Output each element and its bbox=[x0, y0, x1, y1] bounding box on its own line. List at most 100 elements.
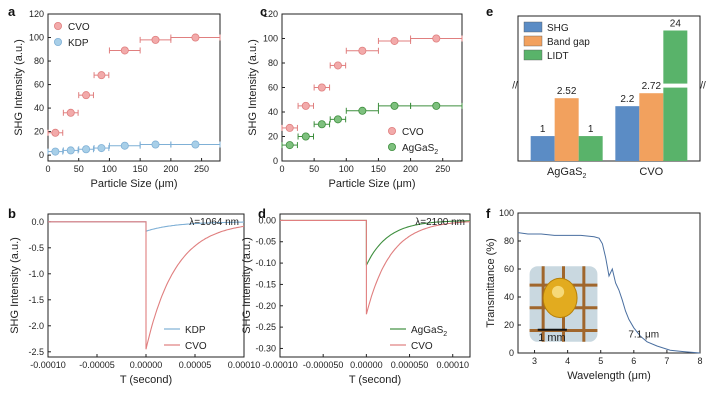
bar-break bbox=[662, 83, 689, 88]
panel-letter-f: f bbox=[486, 206, 491, 221]
transmittance-curve bbox=[517, 232, 701, 354]
data-point bbox=[66, 108, 75, 117]
data-point bbox=[285, 141, 294, 150]
data-point bbox=[432, 101, 441, 110]
data-point bbox=[317, 120, 326, 129]
panel-letter-e: e bbox=[486, 4, 493, 19]
data-point bbox=[317, 83, 326, 92]
bar bbox=[578, 136, 603, 161]
y-tick-label: -2.5 bbox=[28, 347, 44, 357]
y-tick-label: -0.30 bbox=[255, 343, 276, 353]
y-tick-label: -0.25 bbox=[255, 322, 276, 332]
x-tick-label: 0.00005 bbox=[179, 360, 212, 370]
legend-swatch bbox=[523, 35, 543, 47]
x-tick-label: 0.00010 bbox=[436, 360, 469, 370]
axis-break-mark: // bbox=[700, 81, 706, 92]
y-tick-label: 0.0 bbox=[31, 217, 44, 227]
y-tick-label: 20 bbox=[504, 320, 514, 330]
bar-data-label: 1 bbox=[540, 124, 546, 135]
x-tick-label: 0.000050 bbox=[391, 360, 429, 370]
x-tick-label: 5 bbox=[598, 356, 603, 366]
panel-letter-c: c bbox=[260, 4, 267, 19]
y-tick-label: -0.15 bbox=[255, 279, 276, 289]
panel-letter-d: d bbox=[258, 206, 266, 221]
y-tick-label: -0.10 bbox=[255, 258, 276, 268]
wavelength-annotation: λ=1064 nm bbox=[189, 217, 239, 228]
x-tick-label: -0.00010 bbox=[30, 360, 66, 370]
bar-data-label: 2.2 bbox=[620, 94, 634, 105]
x-axis-label: Particle Size (μm) bbox=[328, 178, 415, 190]
x-tick-label: 0 bbox=[45, 164, 50, 174]
bar bbox=[663, 30, 688, 161]
y-tick-label: 100 bbox=[263, 34, 278, 44]
y-tick-label: 100 bbox=[499, 208, 514, 218]
legend-label: AgGaS2 bbox=[402, 143, 438, 156]
y-tick-label: 0 bbox=[509, 348, 514, 358]
legend-label: KDP bbox=[185, 325, 206, 336]
y-tick-label: 0 bbox=[39, 150, 44, 160]
x-tick-label: 3 bbox=[532, 356, 537, 366]
wavelength-annotation: λ=2100 nm bbox=[415, 217, 465, 228]
data-point bbox=[82, 91, 91, 100]
bar-data-label: 2.52 bbox=[557, 86, 577, 97]
legend-marker bbox=[54, 21, 63, 30]
y-tick-label: 0.00 bbox=[258, 215, 276, 225]
y-tick-label: 60 bbox=[504, 264, 514, 274]
x-tick-label: -0.00010 bbox=[262, 360, 298, 370]
y-tick-label: 40 bbox=[34, 103, 44, 113]
y-tick-label: 80 bbox=[504, 236, 514, 246]
y-tick-label: 100 bbox=[29, 33, 44, 43]
y-tick-label: -0.05 bbox=[255, 237, 276, 247]
x-tick-label: 200 bbox=[163, 164, 178, 174]
legend-label: CVO bbox=[68, 22, 90, 33]
legend-label: SHG bbox=[547, 23, 569, 34]
legend-label: Band gap bbox=[547, 37, 590, 48]
data-point bbox=[301, 132, 310, 141]
y-tick-label: -1.0 bbox=[28, 269, 44, 279]
legend-label: CVO bbox=[185, 341, 207, 352]
panel-a-frame bbox=[47, 13, 221, 162]
x-tick-label: 250 bbox=[435, 164, 450, 174]
y-tick-label: 120 bbox=[263, 9, 278, 19]
x-tick-label: -0.00005 bbox=[79, 360, 115, 370]
bar-data-label: 2.72 bbox=[642, 81, 662, 92]
crystal bbox=[542, 277, 578, 319]
data-point bbox=[51, 147, 60, 156]
data-point bbox=[51, 128, 60, 137]
data-point bbox=[301, 101, 310, 110]
data-point bbox=[191, 140, 200, 149]
cutoff-annotation: 7.1 μm bbox=[628, 330, 659, 341]
legend-label: CVO bbox=[411, 341, 433, 352]
data-point bbox=[390, 36, 399, 45]
y-axis-label: Transmittance (%) bbox=[485, 238, 497, 327]
data-point bbox=[191, 33, 200, 42]
y-axis-label: SHG Intensity (a.u.) bbox=[9, 237, 21, 334]
x-tick-label: 50 bbox=[74, 164, 84, 174]
legend-label: CVO bbox=[402, 127, 424, 138]
bar bbox=[530, 136, 555, 161]
crystal-photo-inset: 1 mm bbox=[529, 266, 598, 344]
y-tick-label: 20 bbox=[34, 127, 44, 137]
x-tick-label: 0 bbox=[279, 164, 284, 174]
x-tick-label: 100 bbox=[102, 164, 117, 174]
y-tick-label: -0.5 bbox=[28, 243, 44, 253]
y-axis-label: SHG Intensity (a.u.) bbox=[247, 39, 259, 136]
x-axis-label: Particle Size (μm) bbox=[90, 178, 177, 190]
panel-letter-b: b bbox=[8, 206, 16, 221]
y-tick-label: -1.5 bbox=[28, 295, 44, 305]
y-tick-label: 0 bbox=[273, 156, 278, 166]
legend-swatch bbox=[523, 49, 543, 61]
crystal-highlight bbox=[551, 285, 565, 298]
y-tick-label: 40 bbox=[504, 292, 514, 302]
bar-data-label: 1 bbox=[588, 124, 594, 135]
legend-label: AgGaS2 bbox=[411, 325, 447, 338]
data-point bbox=[390, 101, 399, 110]
data-point bbox=[358, 46, 367, 55]
y-tick-label: 80 bbox=[34, 56, 44, 66]
legend-swatch bbox=[523, 21, 543, 33]
data-point bbox=[97, 71, 106, 80]
x-tick-label: 100 bbox=[339, 164, 354, 174]
x-tick-label: 0.00000 bbox=[130, 360, 163, 370]
scale-bar-label: 1 mm bbox=[538, 332, 566, 344]
